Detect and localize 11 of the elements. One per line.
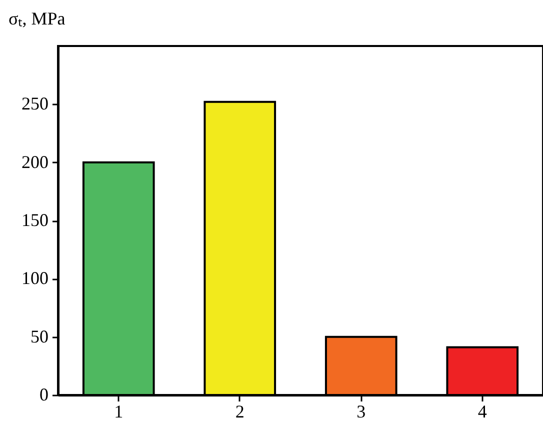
- y-tick-label: 100: [22, 268, 48, 288]
- y-tick-label: 50: [30, 326, 48, 346]
- x-tick-label: 2: [235, 402, 244, 422]
- y-tick-label: 250: [22, 94, 48, 114]
- y-axis-title: σₜ, MPa: [8, 8, 66, 28]
- y-tick-label: 150: [22, 210, 48, 230]
- x-tick-label: 1: [114, 402, 124, 422]
- y-tick-label: 0: [40, 384, 48, 404]
- x-tick-label: 4: [478, 402, 487, 422]
- y-tick-label: 200: [22, 152, 48, 172]
- x-tick-label: 3: [356, 402, 366, 422]
